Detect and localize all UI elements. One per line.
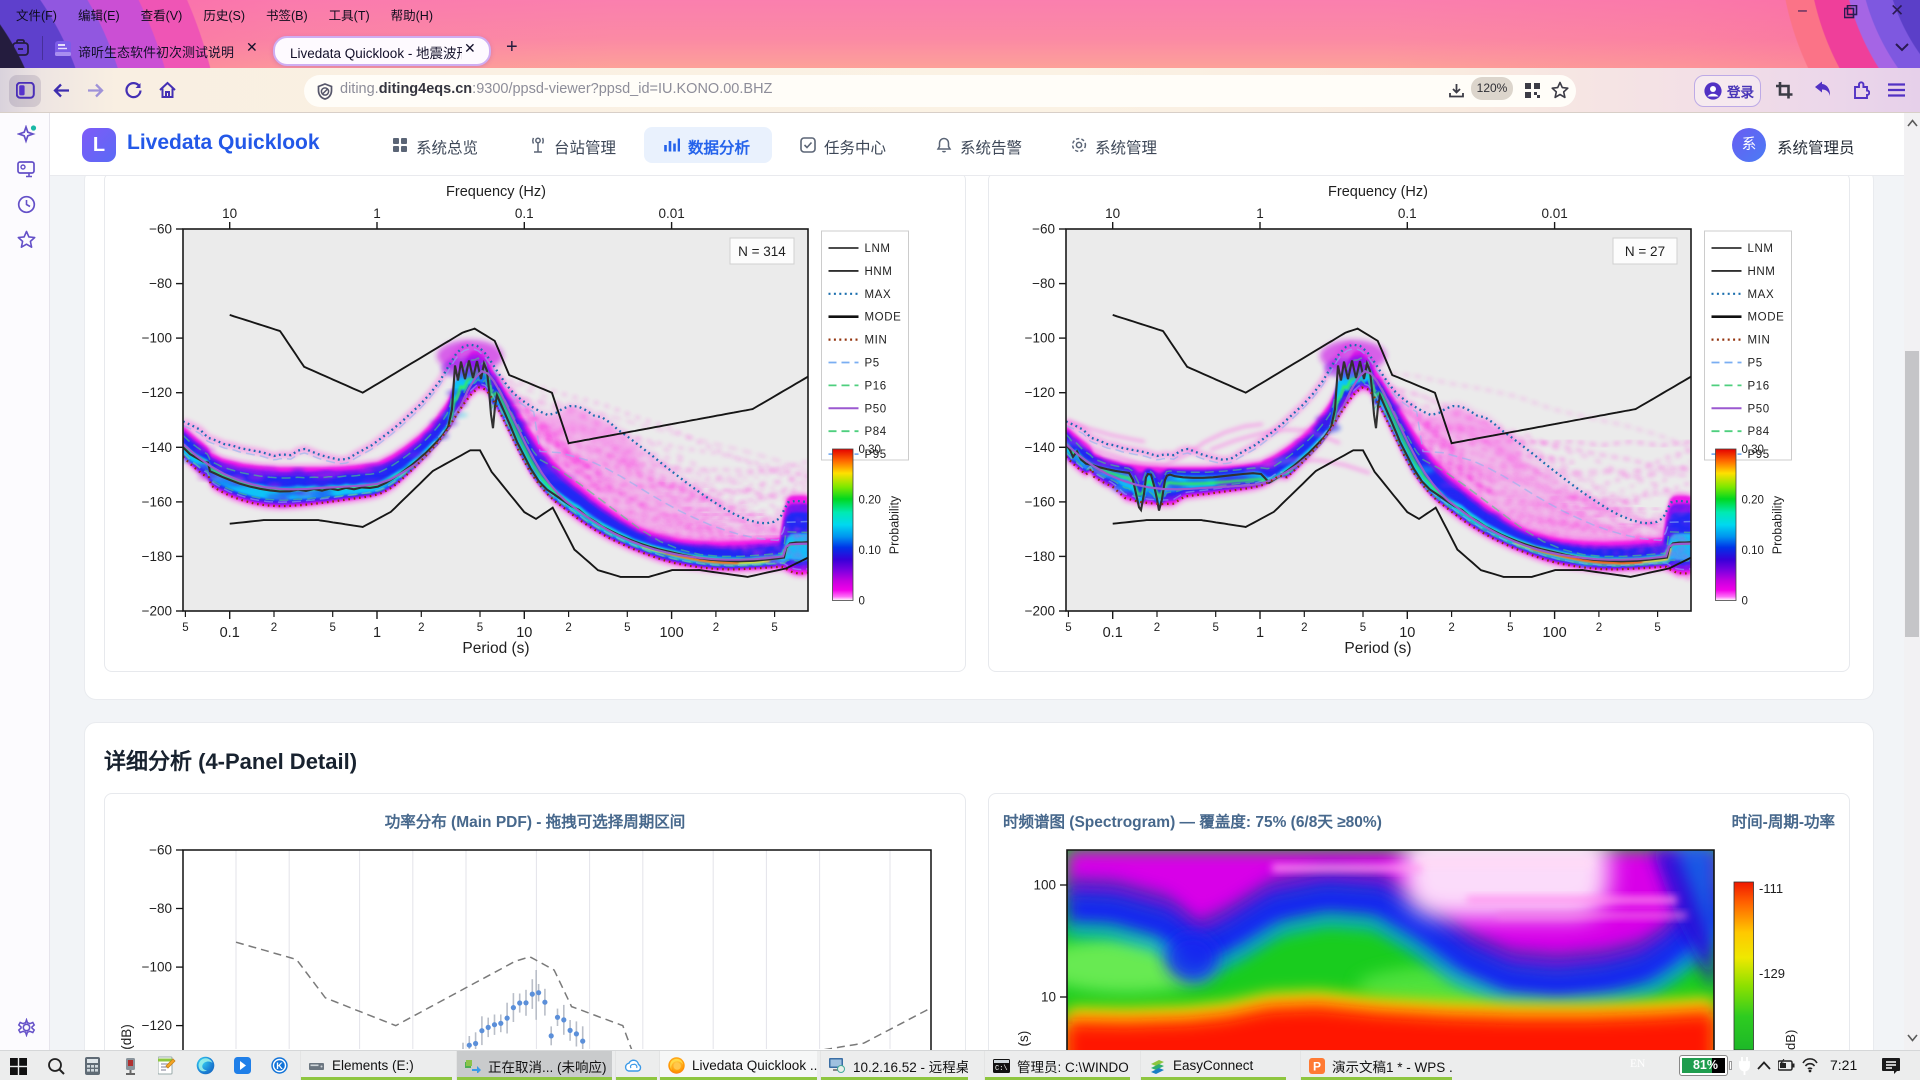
svg-text:(dB): (dB)	[119, 1024, 134, 1050]
svg-text:−160: −160	[142, 494, 172, 509]
svg-text:10: 10	[1105, 206, 1120, 221]
svg-text:100: 100	[1542, 625, 1566, 641]
svg-text:−60: −60	[149, 222, 172, 237]
svg-text:−140: −140	[1025, 440, 1055, 455]
svg-text:P50: P50	[1748, 403, 1770, 415]
svg-text:-129: -129	[1759, 966, 1785, 981]
svg-text:2: 2	[1448, 622, 1454, 634]
svg-text:−100: −100	[142, 960, 172, 975]
svg-text:−100: −100	[142, 331, 172, 346]
svg-text:2: 2	[1301, 622, 1307, 634]
svg-text:−80: −80	[149, 901, 172, 916]
svg-text:−180: −180	[1025, 549, 1055, 564]
svg-text:0.1: 0.1	[515, 206, 534, 221]
svg-text:MIN: MIN	[865, 335, 888, 347]
svg-text:0.1: 0.1	[1398, 206, 1417, 221]
svg-text:−60: −60	[1032, 222, 1055, 237]
svg-text:P5: P5	[1748, 358, 1763, 370]
svg-text:1: 1	[1256, 625, 1264, 641]
svg-text:5: 5	[1212, 622, 1218, 634]
svg-text:MIN: MIN	[1748, 335, 1771, 347]
svg-text:2: 2	[271, 622, 277, 634]
svg-text:−200: −200	[142, 604, 172, 619]
svg-text:0.20: 0.20	[1742, 495, 1764, 507]
svg-text:−120: −120	[142, 385, 172, 400]
svg-text:C:\: C:\	[995, 1065, 1008, 1073]
svg-text:5: 5	[182, 622, 188, 634]
svg-text:10: 10	[1041, 990, 1056, 1005]
svg-text:0: 0	[859, 596, 865, 608]
svg-text:0.01: 0.01	[658, 206, 684, 221]
svg-text:100: 100	[659, 625, 683, 641]
svg-text:1: 1	[373, 625, 381, 641]
svg-text:2: 2	[565, 622, 571, 634]
svg-text:10: 10	[1399, 625, 1415, 641]
svg-text:−100: −100	[1025, 331, 1055, 346]
svg-text:2: 2	[418, 622, 424, 634]
svg-text:−140: −140	[142, 440, 172, 455]
svg-text:−60: −60	[149, 843, 172, 858]
svg-text:N = 314: N = 314	[738, 244, 786, 259]
svg-text:0: 0	[1742, 596, 1748, 608]
svg-text:Probability: Probability	[888, 495, 902, 554]
svg-text:0.10: 0.10	[1742, 545, 1764, 557]
svg-text:P95: P95	[865, 449, 887, 461]
svg-text:−80: −80	[149, 276, 172, 291]
svg-text:P5: P5	[865, 358, 880, 370]
svg-text:HNM: HNM	[865, 266, 893, 278]
svg-text:MAX: MAX	[865, 289, 892, 301]
svg-text:5: 5	[771, 622, 777, 634]
svg-text:5: 5	[624, 622, 630, 634]
svg-text:0.10: 0.10	[859, 545, 881, 557]
svg-text:−120: −120	[142, 1018, 172, 1033]
svg-text:5: 5	[1360, 622, 1366, 634]
svg-text:−80: −80	[1032, 276, 1055, 291]
svg-text:K: K	[276, 1061, 283, 1071]
svg-text:0.30: 0.30	[859, 444, 881, 456]
svg-text:P16: P16	[865, 380, 887, 392]
svg-text:N = 27: N = 27	[1625, 244, 1665, 259]
svg-text:2: 2	[1596, 622, 1602, 634]
svg-text:Probability: Probability	[1771, 495, 1785, 554]
svg-text:10: 10	[222, 206, 237, 221]
svg-text:5: 5	[1654, 622, 1660, 634]
svg-text:5: 5	[1065, 622, 1071, 634]
svg-text:5: 5	[1507, 622, 1513, 634]
svg-text:10: 10	[516, 625, 532, 641]
svg-text:Frequency (Hz): Frequency (Hz)	[1328, 184, 1428, 200]
svg-text:0.30: 0.30	[1742, 444, 1764, 456]
svg-text:1: 1	[1256, 206, 1264, 221]
svg-text:P84: P84	[865, 426, 887, 438]
svg-text:P95: P95	[1748, 449, 1770, 461]
svg-text:−180: −180	[142, 549, 172, 564]
svg-text:5: 5	[329, 622, 335, 634]
svg-text:P16: P16	[1748, 380, 1770, 392]
svg-text:−160: −160	[1025, 494, 1055, 509]
svg-text:0.1: 0.1	[1103, 625, 1123, 641]
svg-text:Period (s): Period (s)	[462, 640, 529, 657]
svg-text:Frequency (Hz): Frequency (Hz)	[446, 184, 546, 200]
svg-text:MAX: MAX	[1748, 289, 1775, 301]
svg-text:−200: −200	[1025, 604, 1055, 619]
svg-text:MODE: MODE	[1748, 312, 1785, 324]
svg-text:LNM: LNM	[865, 243, 891, 255]
svg-text:0.20: 0.20	[859, 495, 881, 507]
svg-text:0.01: 0.01	[1541, 206, 1567, 221]
svg-text:2: 2	[713, 622, 719, 634]
svg-text:0.1: 0.1	[220, 625, 240, 641]
svg-text:P84: P84	[1748, 426, 1770, 438]
svg-text:P: P	[1313, 1059, 1321, 1073]
svg-text:2: 2	[1154, 622, 1160, 634]
svg-text:LNM: LNM	[1748, 243, 1774, 255]
svg-text:Period (s): Period (s)	[1344, 640, 1411, 657]
svg-text:100: 100	[1033, 878, 1056, 893]
svg-text:5: 5	[477, 622, 483, 634]
svg-text:(dB): (dB)	[1783, 1030, 1798, 1055]
svg-text:MODE: MODE	[865, 312, 902, 324]
svg-text:HNM: HNM	[1748, 266, 1776, 278]
svg-text:1: 1	[373, 206, 381, 221]
svg-text:−120: −120	[1025, 385, 1055, 400]
svg-text:P50: P50	[865, 403, 887, 415]
svg-text:-111: -111	[1759, 881, 1783, 896]
